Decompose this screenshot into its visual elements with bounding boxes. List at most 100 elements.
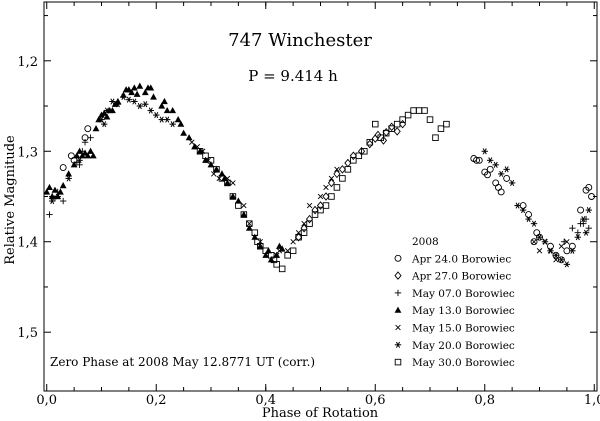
data-point: [163, 116, 171, 123]
data-point: [323, 184, 329, 191]
data-point: [350, 157, 357, 164]
data-point: [494, 184, 502, 191]
data-point: [569, 224, 576, 232]
data-point: [189, 139, 195, 145]
data-point: [410, 107, 417, 114]
data-point: [84, 125, 92, 133]
data-point: [366, 139, 374, 149]
data-point: [240, 211, 248, 218]
data-point: [393, 127, 401, 136]
data-point: [344, 158, 352, 168]
legend-label: May 20.0 Borowiec: [412, 340, 515, 352]
data-point: [475, 156, 483, 164]
data-point: [207, 161, 215, 168]
data-point: [530, 220, 538, 227]
data-point: [574, 229, 582, 236]
legend-label: Apr 24.0 Borowiec: [411, 253, 511, 265]
data-point: [114, 101, 122, 108]
legend-item: May 15.0 Borowiec: [395, 323, 515, 335]
data-point: [514, 202, 521, 209]
data-point: [553, 257, 559, 263]
data-point: [224, 179, 231, 186]
data-point: [103, 113, 111, 120]
data-point: [174, 116, 182, 123]
data-point: [300, 229, 308, 236]
data-point: [278, 265, 286, 273]
data-point: [59, 182, 67, 189]
legend-label: Apr 27.0 Borowiec: [411, 271, 511, 283]
data-point: [262, 251, 270, 258]
data-point: [508, 179, 516, 186]
data-point: [46, 183, 53, 191]
data-point: [580, 216, 587, 223]
data-point: [492, 161, 499, 168]
data-point: [426, 116, 434, 123]
data-point: [161, 97, 168, 105]
data-point: [218, 170, 226, 177]
data-point: [306, 202, 313, 209]
data-point: [492, 179, 500, 187]
data-point: [59, 197, 67, 205]
data-point: [484, 171, 491, 179]
data-point: [46, 211, 53, 218]
data-point: [87, 147, 94, 154]
data-point: [563, 247, 571, 255]
data-point: [497, 170, 505, 177]
legend-title: 2008: [412, 236, 439, 248]
data-point: [525, 216, 532, 223]
data-point: [70, 161, 78, 168]
data-point: [481, 148, 488, 155]
data-point: [230, 180, 236, 186]
data-point: [185, 134, 193, 141]
data-point: [218, 175, 226, 182]
data-point: [276, 248, 283, 254]
data-point: [229, 192, 237, 200]
data-point: [530, 238, 538, 246]
data-point: [547, 247, 554, 254]
axis-ticks: 0,0 0,2 0,4 0,6 0,8 1,0 1,2 1,3 1,4 1,5: [17, 2, 600, 408]
data-point: [404, 111, 412, 119]
data-point: [284, 252, 291, 259]
data-point: [295, 232, 303, 242]
data-point: [213, 165, 220, 172]
data-point: [224, 179, 231, 187]
chart-subtitle: P = 9.414 h: [248, 67, 338, 85]
data-point: [153, 112, 160, 119]
data-point: [328, 175, 335, 182]
data-point: [51, 186, 59, 193]
legend-label: May 07.0 Borowiec: [412, 288, 515, 300]
data-point: [301, 220, 307, 227]
data-point: [311, 211, 319, 218]
data-point: [163, 106, 171, 114]
data-point: [317, 206, 324, 214]
data-point: [344, 166, 352, 173]
data-point: [361, 148, 368, 155]
data-point: [563, 261, 571, 268]
legend-marker: [394, 289, 402, 297]
data-point: [257, 243, 264, 250]
legend-item: May 30.0 Borowiec: [394, 357, 515, 369]
data-point: [306, 220, 313, 227]
x-tick-label: 1,0: [584, 393, 600, 408]
data-point: [65, 170, 73, 177]
data-point: [317, 193, 324, 200]
x-tick-label: 0,2: [146, 393, 167, 408]
data-point: [580, 220, 587, 227]
chart-title: 747 Winchester: [228, 30, 372, 51]
data-point: [84, 152, 92, 159]
x-tick-label: 0,0: [36, 393, 57, 408]
data-point: [525, 211, 533, 219]
x-tick-label: 0,6: [365, 393, 386, 408]
data-point: [158, 102, 166, 109]
data-point: [333, 169, 341, 179]
legend-marker: [394, 271, 402, 280]
data-point: [399, 119, 407, 129]
data-point: [59, 164, 67, 172]
data-point: [519, 202, 527, 209]
data-point: [128, 88, 136, 96]
data-point: [443, 120, 450, 128]
legend-item: May 13.0 Borowiec: [394, 305, 515, 317]
data-point: [327, 178, 336, 188]
x-tick-label: 0,8: [474, 393, 495, 408]
data-point: [246, 220, 253, 227]
